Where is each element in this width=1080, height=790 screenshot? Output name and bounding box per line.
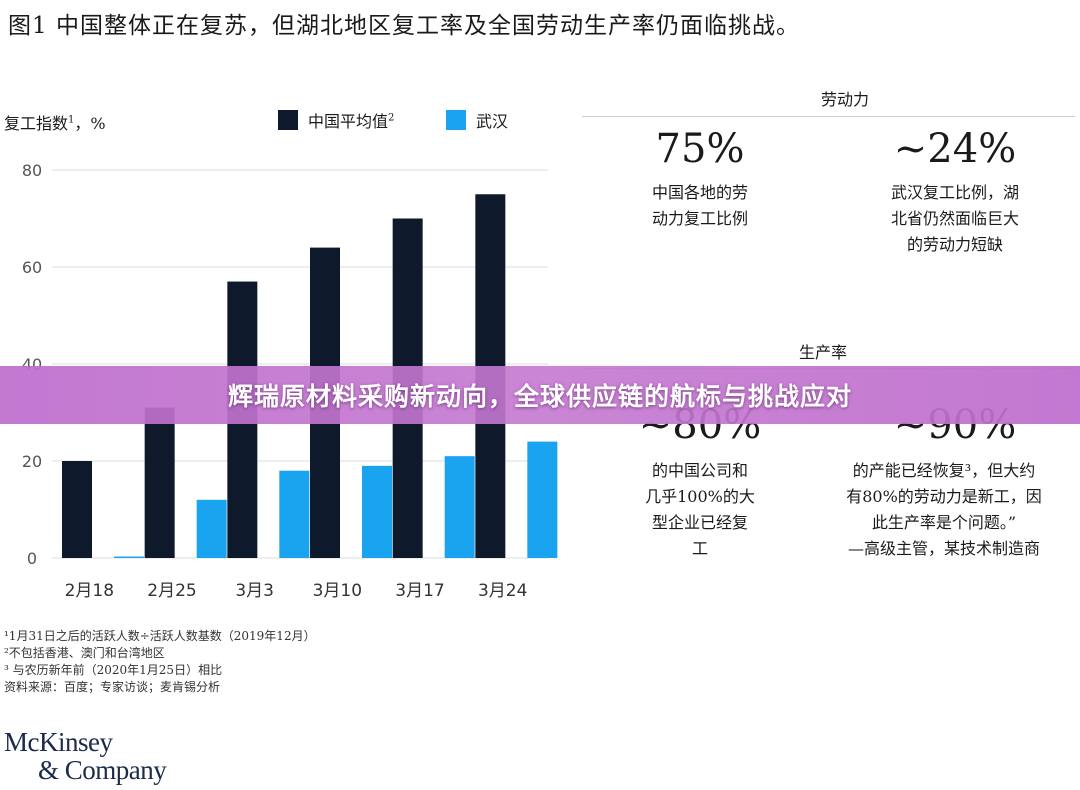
y-axis-caption-unit: ，% (74, 114, 106, 133)
bar-series1 (62, 461, 92, 558)
labor-panel-rule (582, 116, 1075, 117)
headline-banner-text[interactable]: 辉瑞原材料采购新动向，全球供应链的航标与挑战应对 (227, 382, 852, 411)
y-axis-caption-footnote: 1 (68, 114, 75, 126)
labor-panel-title: 劳动力 (820, 90, 869, 109)
labor-stat2-desc: 武汉复工比例，湖 北省仍然面临巨大 的劳动力短缺 (890, 183, 1019, 254)
legend-series1: 中国平均值2 (278, 108, 394, 132)
labor-stat2-value: ~24% (893, 126, 1017, 172)
y-axis-caption: 复工指数1，% (4, 110, 106, 134)
legend-label-series2: 武汉 (476, 112, 509, 131)
y-tick-label: 20 (22, 452, 42, 471)
footnote-1: ¹1月31日之后的活跃人数÷活跃人数基数（2019年12月） (4, 629, 316, 643)
x-tick-label: 3月3 (235, 581, 274, 601)
x-tick-label: 2月18 (65, 581, 114, 601)
headline-banner[interactable]: 辉瑞原材料采购新动向，全球供应链的航标与挑战应对 (0, 366, 1080, 424)
y-tick-label: 0 (27, 549, 37, 568)
legend-label-series1: 中国平均值2 (308, 112, 395, 131)
legend-series2: 武汉 (446, 108, 508, 132)
figure-title: 图1 中国整体正在复苏，但湖北地区复工率及全国劳动生产率仍面临挑战。 (8, 13, 800, 39)
productivity-stat1-desc: 的中国公司和 几乎100%的大 型企业已经复 工 (645, 461, 755, 558)
bar-series2 (114, 556, 144, 558)
productivity-panel-title: 生产率 (798, 343, 847, 362)
x-tick-label: 3月24 (478, 581, 527, 601)
footnote-source: 资料来源：百度；专家访谈；麦肯锡分析 (4, 680, 221, 694)
footnote-3: ³ 与农历新年前（2020年1月25日）相比 (4, 663, 223, 677)
bar-series2 (196, 499, 227, 558)
y-axis-caption-text: 复工指数 (4, 114, 69, 133)
legend-swatch-series1 (278, 110, 298, 130)
legend-swatch-series2 (446, 110, 466, 130)
x-tick-label: 3月17 (395, 581, 444, 601)
x-tick-label: 2月25 (147, 581, 196, 601)
y-tick-label: 80 (22, 161, 42, 180)
bar-series2 (279, 470, 310, 558)
bar-series2 (362, 465, 392, 558)
labor-stat1-value: 75% (655, 126, 745, 172)
bar-series2 (527, 441, 558, 558)
bar-series2 (444, 456, 475, 558)
mckinsey-logo: McKinsey & Company (4, 727, 167, 785)
footnote-2: ²不包括香港、澳门和台湾地区 (4, 646, 165, 660)
x-tick-label: 3月10 (313, 581, 362, 601)
productivity-stat2-desc: 的产能已经恢复³，但大约 有80%的劳动力是新工，因 此生产率是个问题。” —高… (846, 461, 1042, 558)
labor-stat1-desc: 中国各地的劳 动力复工比例 (651, 183, 748, 228)
bar-series1 (144, 407, 175, 558)
y-tick-label: 60 (22, 258, 42, 277)
footnotes: ¹1月31日之后的活跃人数÷活跃人数基数（2019年12月） ²不包括香港、澳门… (4, 628, 316, 696)
